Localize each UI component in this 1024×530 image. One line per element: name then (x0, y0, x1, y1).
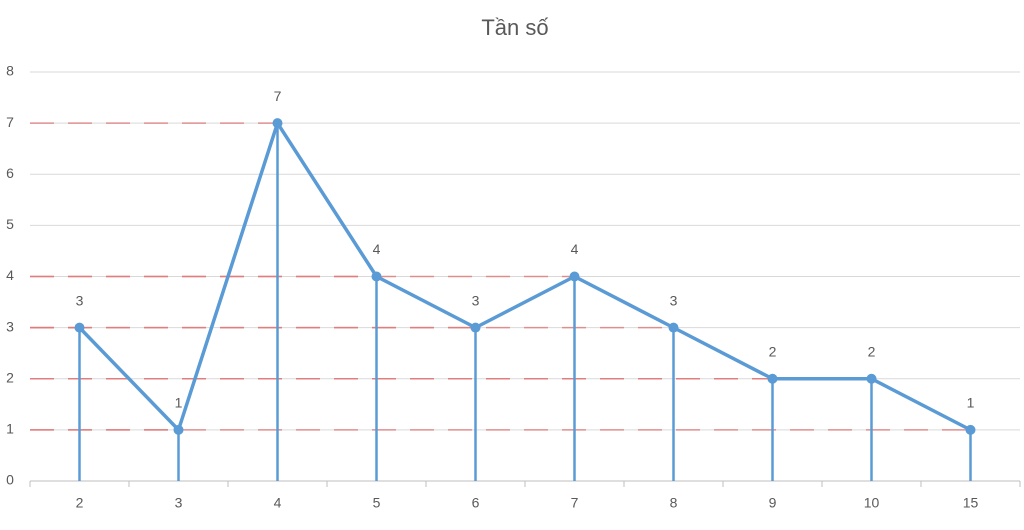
y-tick-label: 2 (6, 369, 14, 385)
data-point (272, 118, 283, 129)
x-tick-label: 10 (864, 495, 880, 511)
x-tick-label: 4 (274, 495, 282, 511)
data-point (668, 322, 679, 333)
data-line (78, 121, 972, 432)
data-label: 4 (571, 241, 579, 257)
data-label: 2 (769, 343, 777, 359)
y-tick-label: 4 (6, 267, 14, 283)
x-tick-label: 15 (963, 495, 979, 511)
data-point (371, 271, 382, 282)
y-tick-label: 1 (6, 421, 14, 437)
data-label: 1 (175, 395, 183, 411)
data-point (767, 373, 778, 384)
data-label: 4 (373, 241, 381, 257)
x-tick-label: 5 (373, 495, 381, 511)
y-tick-label: 6 (6, 165, 14, 181)
x-tick-label: 8 (670, 495, 678, 511)
chart-title: Tần số (481, 15, 548, 40)
x-tick-label: 7 (571, 495, 579, 511)
data-label: 3 (76, 292, 84, 308)
data-point (569, 271, 580, 282)
data-label: 3 (472, 292, 480, 308)
data-label: 3 (670, 292, 678, 308)
x-tick-label: 3 (175, 495, 183, 511)
y-tick-label: 7 (6, 114, 14, 130)
data-label: 1 (967, 395, 975, 411)
x-tick-label: 9 (769, 495, 777, 511)
data-point (866, 373, 877, 384)
data-label: 7 (274, 88, 282, 104)
y-tick-label: 0 (6, 472, 14, 488)
y-tick-label: 5 (6, 216, 14, 232)
x-tick-label: 6 (472, 495, 480, 511)
data-point (965, 424, 976, 435)
x-tick-label: 2 (76, 495, 84, 511)
data-label: 2 (868, 343, 876, 359)
data-point (173, 424, 184, 435)
data-point (470, 322, 481, 333)
data-point (74, 322, 85, 333)
y-tick-label: 3 (6, 318, 14, 334)
y-tick-label: 8 (6, 63, 14, 79)
